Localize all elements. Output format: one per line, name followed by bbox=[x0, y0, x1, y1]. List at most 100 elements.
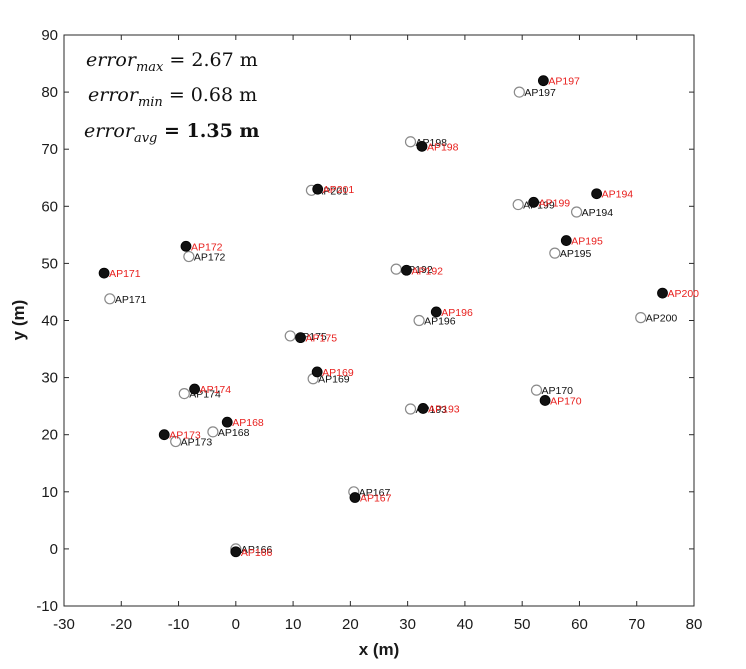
y-tick-label: 20 bbox=[41, 427, 58, 444]
x-axis: -30 -20 -10 0 10 20 30 40 50 60 70 80 bbox=[53, 35, 702, 633]
actual-label-ap193: AP193 bbox=[416, 404, 448, 416]
actual-label-ap172: AP172 bbox=[194, 252, 226, 264]
error-annotations: errormax = 2.67 m errormin = 0.68 m errora… bbox=[84, 49, 260, 146]
estimated-point-ap166 bbox=[230, 546, 242, 558]
actual-label-ap196: AP196 bbox=[424, 316, 456, 328]
actual-label-ap173: AP173 bbox=[181, 437, 213, 449]
estimated-points bbox=[98, 75, 668, 558]
estimated-point-ap167 bbox=[349, 492, 361, 503]
actual-point-ap197 bbox=[513, 86, 525, 98]
estimated-label-ap175: AP175 bbox=[306, 333, 338, 345]
estimated-label-ap194: AP194 bbox=[602, 189, 634, 201]
x-tick-label: 0 bbox=[232, 616, 240, 633]
plot-area bbox=[63, 34, 695, 607]
estimated-point-ap168 bbox=[221, 416, 233, 428]
x-tick-label: 30 bbox=[399, 616, 416, 633]
estimated-point-ap200 bbox=[657, 287, 668, 299]
actual-label-ap195: AP195 bbox=[560, 248, 592, 260]
x-tick-label: -10 bbox=[168, 616, 190, 633]
actual-label-ap192: AP192 bbox=[401, 264, 433, 276]
estimated-point-ap175 bbox=[295, 332, 306, 344]
estimated-point-ap170 bbox=[539, 395, 551, 406]
actual-point-ap195 bbox=[549, 247, 561, 259]
y-tick-label: 30 bbox=[41, 370, 58, 387]
estimated-point-ap172 bbox=[180, 240, 192, 252]
estimated-label-ap174: AP174 bbox=[200, 384, 232, 396]
estimated-point-ap199 bbox=[528, 196, 540, 208]
estimated-point-ap173 bbox=[158, 429, 170, 441]
x-tick-label: 10 bbox=[285, 616, 302, 633]
actual-point-ap175 bbox=[284, 330, 296, 342]
estimated-point-ap174 bbox=[189, 383, 200, 395]
actual-point-ap173 bbox=[170, 435, 182, 448]
actual-label-ap199: AP199 bbox=[523, 200, 555, 212]
point-labels: AP166AP166AP167AP167AP168AP168AP169AP169… bbox=[109, 76, 699, 559]
actual-label-ap200: AP200 bbox=[646, 313, 678, 325]
actual-label-ap166: AP166 bbox=[241, 544, 273, 556]
x-tick-label: 20 bbox=[342, 616, 359, 633]
estimated-point-ap198 bbox=[416, 140, 428, 152]
y-tick-label: 60 bbox=[41, 198, 58, 215]
actual-label-ap175: AP175 bbox=[295, 331, 327, 343]
estimated-label-ap196: AP196 bbox=[441, 307, 473, 319]
error-max-annotation: errormax = 2.67 m bbox=[86, 49, 258, 75]
estimated-label-ap199: AP199 bbox=[539, 197, 571, 209]
error-min-annotation: errormin = 0.68 m bbox=[88, 84, 257, 110]
actual-label-ap167: AP167 bbox=[359, 487, 391, 499]
actual-point-ap198 bbox=[404, 136, 417, 148]
actual-point-ap196 bbox=[413, 314, 425, 327]
y-tick-label: 40 bbox=[41, 313, 58, 330]
estimated-label-ap193: AP193 bbox=[428, 403, 460, 415]
x-tick-label: -30 bbox=[53, 616, 75, 633]
estimated-point-ap201 bbox=[312, 183, 324, 195]
y-tick-label: -10 bbox=[36, 598, 58, 615]
estimated-label-ap201: AP201 bbox=[323, 184, 355, 196]
x-tick-label: 50 bbox=[514, 616, 531, 633]
estimated-point-ap192 bbox=[401, 264, 412, 276]
actual-label-ap174: AP174 bbox=[189, 389, 221, 401]
actual-point-ap172 bbox=[183, 250, 195, 263]
actual-label-ap194: AP194 bbox=[582, 207, 614, 219]
y-tick-label: 70 bbox=[41, 141, 58, 158]
estimated-point-ap194 bbox=[591, 188, 603, 200]
estimated-point-ap197 bbox=[537, 75, 549, 87]
actual-point-ap193 bbox=[404, 403, 417, 415]
estimated-point-ap193 bbox=[417, 403, 429, 414]
estimated-point-ap196 bbox=[430, 306, 442, 318]
estimated-label-ap167: AP167 bbox=[360, 493, 392, 505]
y-tick-label: 0 bbox=[50, 541, 58, 558]
estimated-point-ap195 bbox=[560, 235, 572, 246]
y-axis: -10 0 10 20 30 40 50 60 70 80 90 bbox=[36, 27, 694, 615]
estimated-label-ap192: AP192 bbox=[411, 265, 443, 277]
actual-label-ap170: AP170 bbox=[542, 385, 574, 397]
estimated-label-ap170: AP170 bbox=[550, 395, 582, 407]
actual-point-ap200 bbox=[635, 312, 647, 324]
estimated-label-ap169: AP169 bbox=[322, 367, 354, 379]
estimated-label-ap200: AP200 bbox=[668, 288, 700, 300]
estimated-label-ap195: AP195 bbox=[571, 236, 603, 248]
actual-point-ap194 bbox=[570, 206, 583, 218]
actual-point-ap199 bbox=[512, 198, 524, 211]
actual-label-ap198: AP198 bbox=[416, 137, 448, 149]
estimated-label-ap168: AP168 bbox=[232, 417, 264, 429]
actual-label-ap169: AP169 bbox=[318, 374, 350, 386]
actual-point-ap174 bbox=[178, 387, 190, 400]
actual-point-ap170 bbox=[530, 384, 543, 396]
actual-points bbox=[104, 86, 647, 555]
estimated-label-ap173: AP173 bbox=[169, 430, 201, 442]
actual-point-ap192 bbox=[390, 263, 402, 275]
estimated-point-ap169 bbox=[311, 366, 323, 378]
estimated-label-ap197: AP197 bbox=[548, 76, 580, 88]
x-tick-label: 40 bbox=[457, 616, 474, 633]
x-tick-label: 80 bbox=[686, 616, 703, 633]
actual-label-ap171: AP171 bbox=[115, 294, 147, 306]
x-tick-label: 70 bbox=[628, 616, 645, 633]
estimated-label-ap166: AP166 bbox=[241, 547, 273, 559]
y-tick-label: 80 bbox=[41, 84, 58, 101]
actual-point-ap168 bbox=[207, 426, 219, 438]
x-tick-label: 60 bbox=[571, 616, 588, 633]
actual-label-ap201: AP201 bbox=[316, 185, 348, 197]
estimated-label-ap198: AP198 bbox=[427, 141, 459, 153]
estimated-label-ap172: AP172 bbox=[191, 241, 223, 253]
y-tick-label: 50 bbox=[41, 255, 58, 272]
